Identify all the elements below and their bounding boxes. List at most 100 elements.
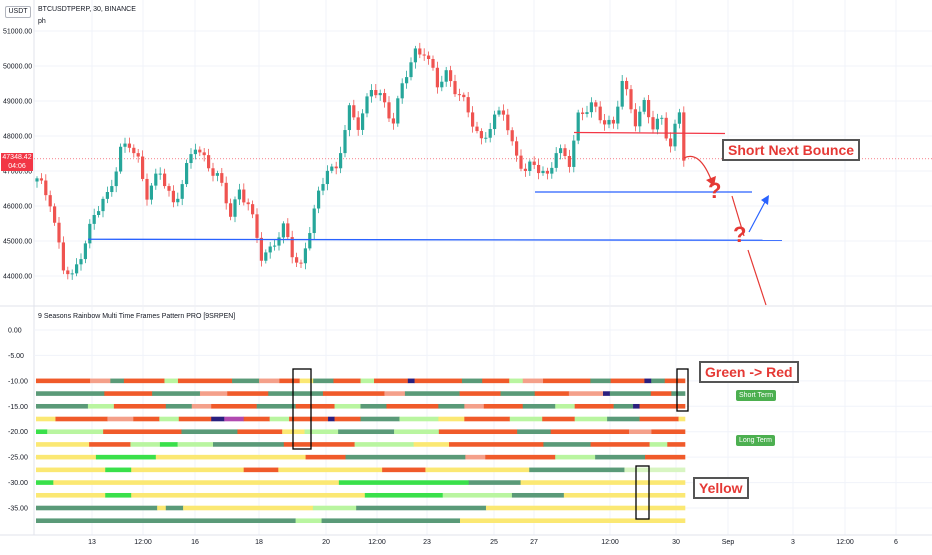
candle-body [198,149,202,153]
rainbow-segment [105,492,132,498]
candle-body [343,130,347,154]
candle-body [532,161,536,165]
rainbow-segment [590,442,650,447]
rainbow-segment [517,429,552,435]
candle-body [669,138,673,147]
candle-body [391,118,395,124]
candle-body [105,192,109,199]
candle-body [374,90,378,96]
candle-body [594,102,598,107]
candle-body [484,137,488,139]
y-tick-label: 51000.00 [3,29,32,36]
rainbow-segment [438,416,465,422]
rainbow-segment [338,480,469,485]
candle-body [554,153,558,168]
candle-body [515,141,519,156]
projection-line-down [747,249,767,306]
y-tick-label: -35.00 [8,506,28,513]
rainbow-segment [152,391,201,396]
candle-body [255,214,259,238]
candle-body [211,168,215,176]
rainbow-segment [183,505,314,511]
candle-body [277,237,281,246]
rainbow-segment [36,480,54,485]
rainbow-segment [360,403,387,409]
x-tick-label: 18 [255,539,263,546]
currency-tag[interactable]: USDT [5,6,31,18]
rainbow-segment [159,416,180,422]
candle-body [119,146,123,172]
price-tag: 47348.42 [1,153,33,162]
candle-body [607,119,611,125]
y-tick-label: 45000.00 [3,239,32,246]
rainbow-segment [227,391,269,396]
rainbow-segment [404,391,460,396]
rainbow-segment [36,518,296,524]
candle-body [220,173,224,183]
rainbow-segment [165,505,184,511]
candle-body [475,126,479,132]
candle-body [295,257,299,263]
rainbow-segment [468,480,521,485]
candle-body [466,97,470,113]
short-term-badge: Short Term [736,390,777,401]
candle-body [70,273,74,275]
rainbow-segment [563,492,686,498]
rainbow-segment [178,416,212,422]
y-tick-label: -25.00 [8,455,28,462]
rainbow-segment [644,378,652,384]
rainbow-segment [374,378,409,384]
candle-body [541,170,545,174]
candle-body [396,98,400,124]
y-tick-label: 49000.00 [3,99,32,106]
candle-body [444,70,448,82]
candle-body [422,54,426,56]
candle-body [352,105,356,118]
candle-body [75,264,79,274]
candle-body [233,199,237,217]
rainbow-segment [211,403,257,409]
rainbow-segment [360,378,375,384]
candle-body [167,186,171,191]
candle-body [246,202,250,205]
rainbow-segment [103,429,182,435]
candles [35,42,686,280]
rainbow-segment [511,492,565,498]
yellow-label: Yellow [693,477,749,499]
candle-body [114,171,118,187]
candle-body [185,163,189,185]
candle-body [171,190,175,203]
rainbow-segment [305,454,346,460]
rainbow-segment [438,429,518,435]
rainbow-segment [256,403,296,409]
candle-body [356,117,360,130]
sub-header: ph [38,18,46,25]
candle-body [97,211,101,215]
candle-body [180,184,184,199]
candle-body [44,180,48,196]
candle-body [339,153,343,169]
candle-body [611,119,615,124]
rainbow-segment [671,391,686,396]
x-tick-label: 12:00 [368,539,386,546]
rainbow-segment [568,391,604,396]
rainbow-segment [164,378,179,384]
rainbow-segment [159,442,178,447]
rainbow-segment [90,378,111,384]
x-tick-label: 3 [791,539,795,546]
rainbow-segment [191,403,212,409]
rainbow-segment [414,378,463,384]
rainbow-segment [289,416,329,422]
candle-body [92,214,96,224]
rainbow-segment [509,416,543,422]
candle-body [629,89,633,110]
candle-body [457,94,461,96]
rainbow-segment [399,416,439,422]
rainbow-segment [649,442,668,447]
candle-body [127,143,131,148]
rainbow-segment [651,378,666,384]
rainbow-segment [645,454,686,460]
rainbow-segment [213,442,285,447]
